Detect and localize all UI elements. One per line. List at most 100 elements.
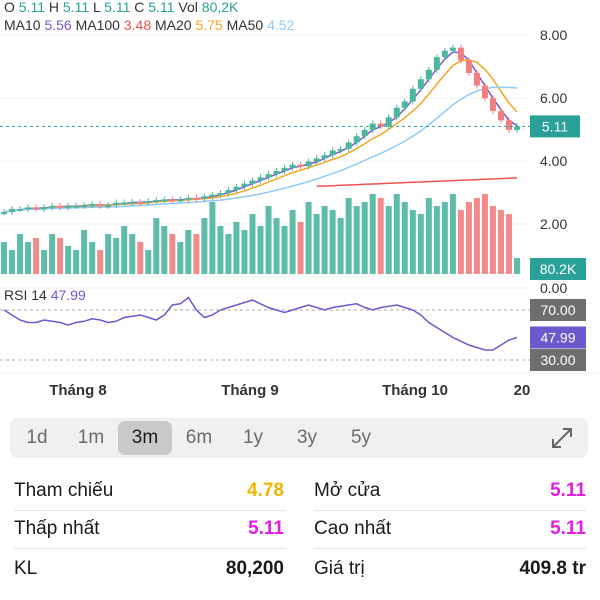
volume-bar xyxy=(169,234,176,274)
timeframe-5y[interactable]: 5y xyxy=(350,427,372,448)
candle-body xyxy=(217,193,224,196)
price-tick-label: 8.00 xyxy=(540,27,567,43)
volume-bar xyxy=(297,222,304,274)
expand-icon[interactable] xyxy=(550,426,574,450)
timeframe-1d[interactable]: 1d xyxy=(26,427,48,448)
volume-bar xyxy=(281,226,288,274)
volume-bar xyxy=(137,242,144,274)
volume-bar xyxy=(305,202,312,274)
timeframe-3m[interactable]: 3m xyxy=(118,421,172,455)
volume-bar xyxy=(73,250,80,274)
volume-bar xyxy=(113,238,120,274)
price-chart[interactable]: 8.00 6.00 4.00 2.00 0.00 O 5.11 H 5.11 L 5.11… xyxy=(0,0,600,400)
candle-body xyxy=(137,201,144,204)
stat-value: 5.11 xyxy=(550,518,586,539)
candle-body xyxy=(433,57,440,70)
volume-bar xyxy=(65,246,72,274)
candle-body xyxy=(73,205,80,208)
ma20-line xyxy=(3,59,518,213)
candle-body xyxy=(169,199,176,202)
candle-body xyxy=(505,120,512,130)
price-tick-label: 4.00 xyxy=(540,153,567,169)
candle-body xyxy=(193,197,200,200)
volume-bar xyxy=(145,250,152,274)
stat-value: 5.11 xyxy=(550,480,586,501)
candle-body xyxy=(177,199,184,202)
stat-label: Giá trị xyxy=(314,558,365,579)
volume-bar xyxy=(41,250,48,274)
volume-bar xyxy=(505,214,512,274)
candle-body xyxy=(337,148,344,151)
candle-body xyxy=(41,207,48,210)
volume-bar xyxy=(233,222,240,274)
timeframe-1y[interactable]: 1y xyxy=(242,427,264,448)
candle-body xyxy=(385,117,392,127)
candle-body xyxy=(465,60,472,73)
timeframe-6m[interactable]: 6m xyxy=(185,427,213,448)
candle-body xyxy=(473,72,480,86)
timeframe-1m[interactable]: 1m xyxy=(77,427,105,448)
stats-row: Thấp nhất 5.11 Cao nhất 5.11 xyxy=(0,510,600,548)
rsi-line xyxy=(3,296,518,351)
candle-body xyxy=(497,110,504,121)
stat-value: 4.78 xyxy=(247,480,284,501)
volume-bar xyxy=(17,234,24,274)
rsi-70-label: 70.00 xyxy=(540,302,575,318)
volume-bar xyxy=(257,226,264,274)
ma50-line xyxy=(3,86,518,213)
candle-body xyxy=(401,101,408,108)
stat-label: Tham chiếu xyxy=(14,480,114,501)
volume-bar xyxy=(449,194,456,274)
candle-body xyxy=(329,150,336,156)
x-axis-label: Tháng 8 xyxy=(49,382,107,399)
ohlc-header: O 5.11 H 5.11 L 5.11 C 5.11 Vol 80,2K xyxy=(4,0,239,15)
candle-body xyxy=(377,123,384,127)
row-divider xyxy=(14,510,286,511)
volume-bar xyxy=(161,226,168,274)
candle-body xyxy=(25,207,32,210)
volume-bar xyxy=(514,258,520,274)
stats-row: KL 80,200 Giá trị 409.8 tr xyxy=(0,550,600,588)
price-tick-label: 0.00 xyxy=(540,280,567,296)
candle-body xyxy=(33,207,40,210)
volume-bar xyxy=(89,242,96,274)
volume-bar xyxy=(9,250,16,274)
volume-bar xyxy=(409,210,416,274)
row-divider xyxy=(314,510,586,511)
volume-bar xyxy=(273,218,280,274)
x-axis-label: Tháng 9 xyxy=(221,382,279,399)
timeframe-bar: 1d 1m 3m 6m 1y 3y 5y xyxy=(10,418,588,458)
candle-body xyxy=(249,180,256,184)
candle-body xyxy=(105,205,112,208)
candle-body xyxy=(9,208,16,213)
candle-body xyxy=(257,177,264,181)
volume-bar xyxy=(393,194,400,274)
volume-bar xyxy=(33,238,40,274)
stat-label: Mở cửa xyxy=(314,480,381,501)
volume-bar xyxy=(249,214,256,274)
timeframe-3y[interactable]: 3y xyxy=(296,427,318,448)
volume-bar xyxy=(473,198,480,274)
volume-bar xyxy=(153,218,160,274)
volume-bar xyxy=(241,230,248,274)
candle-body xyxy=(185,197,192,200)
volume-bar xyxy=(185,230,192,274)
candle-body xyxy=(305,161,312,167)
candle-body xyxy=(241,183,248,187)
volume-bar xyxy=(289,210,296,274)
volume-bar xyxy=(425,198,432,274)
volume-bar xyxy=(345,198,352,274)
volume-bar xyxy=(217,226,224,274)
candle-body xyxy=(313,158,320,162)
ma10-line xyxy=(3,51,518,213)
candle-body xyxy=(65,205,72,208)
candle-body xyxy=(113,202,120,206)
candle-body xyxy=(129,201,136,204)
volume-bar xyxy=(321,206,328,274)
volume-bar xyxy=(313,214,320,274)
volume-bar xyxy=(49,234,56,274)
volume-bar xyxy=(337,218,344,274)
volume-bar xyxy=(489,206,496,274)
candle-body xyxy=(417,79,424,89)
volume-bar xyxy=(225,234,232,274)
